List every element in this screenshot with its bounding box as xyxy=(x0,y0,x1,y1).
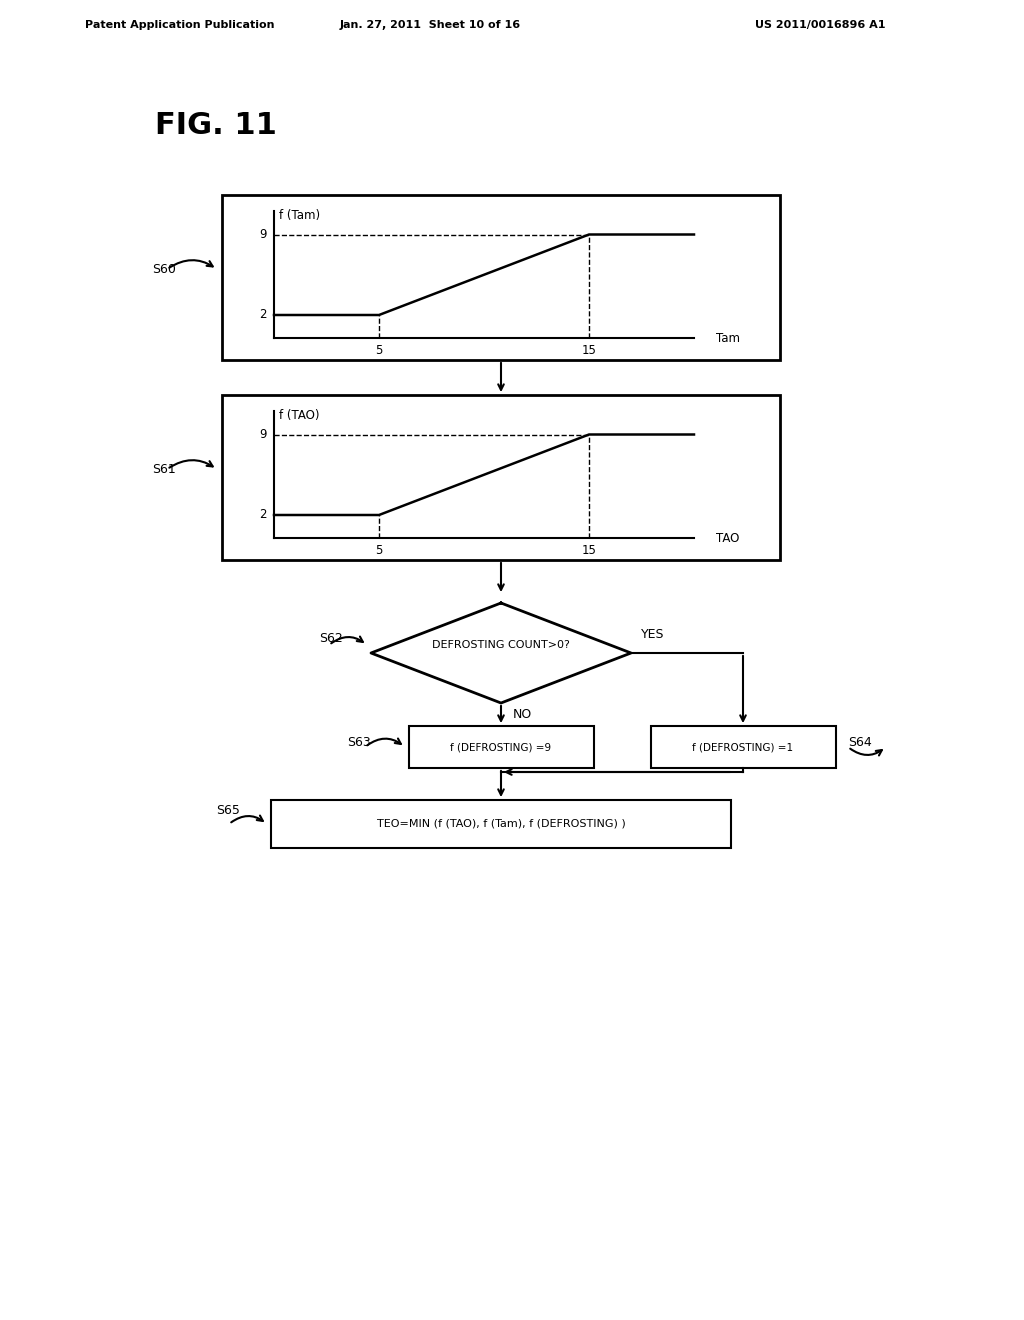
Text: TAO: TAO xyxy=(716,532,739,544)
Text: S64: S64 xyxy=(848,737,871,750)
Text: S65: S65 xyxy=(216,804,240,817)
Text: US 2011/0016896 A1: US 2011/0016896 A1 xyxy=(755,20,886,30)
Text: YES: YES xyxy=(641,628,665,642)
Bar xyxy=(222,395,780,560)
Text: f (DEFROSTING) =9: f (DEFROSTING) =9 xyxy=(451,742,552,752)
Text: 5: 5 xyxy=(376,343,383,356)
Text: Patent Application Publication: Patent Application Publication xyxy=(85,20,274,30)
Text: FIG. 11: FIG. 11 xyxy=(155,111,276,140)
Text: f (DEFROSTING) =1: f (DEFROSTING) =1 xyxy=(692,742,794,752)
Text: S60: S60 xyxy=(152,263,176,276)
Text: TEO=MIN (f (TAO), f (Tam), f (DEFROSTING) ): TEO=MIN (f (TAO), f (Tam), f (DEFROSTING… xyxy=(377,818,626,829)
Text: S62: S62 xyxy=(319,632,343,645)
Text: 5: 5 xyxy=(376,544,383,557)
Bar xyxy=(271,800,731,847)
Text: S61: S61 xyxy=(152,463,176,475)
Bar xyxy=(651,726,836,768)
Text: DEFROSTING COUNT>0?: DEFROSTING COUNT>0? xyxy=(432,640,570,649)
Text: Jan. 27, 2011  Sheet 10 of 16: Jan. 27, 2011 Sheet 10 of 16 xyxy=(339,20,520,30)
Text: 9: 9 xyxy=(259,228,266,242)
Bar xyxy=(409,726,594,768)
Text: 15: 15 xyxy=(582,343,596,356)
Text: 2: 2 xyxy=(259,309,266,322)
Text: 2: 2 xyxy=(259,508,266,521)
Polygon shape xyxy=(371,603,631,704)
Text: 9: 9 xyxy=(259,428,266,441)
Text: f (Tam): f (Tam) xyxy=(279,209,321,222)
Text: 15: 15 xyxy=(582,544,596,557)
Text: S63: S63 xyxy=(347,737,371,750)
Text: Tam: Tam xyxy=(716,331,740,345)
Bar xyxy=(222,195,780,360)
Text: NO: NO xyxy=(513,709,532,722)
Text: f (TAO): f (TAO) xyxy=(279,408,319,421)
